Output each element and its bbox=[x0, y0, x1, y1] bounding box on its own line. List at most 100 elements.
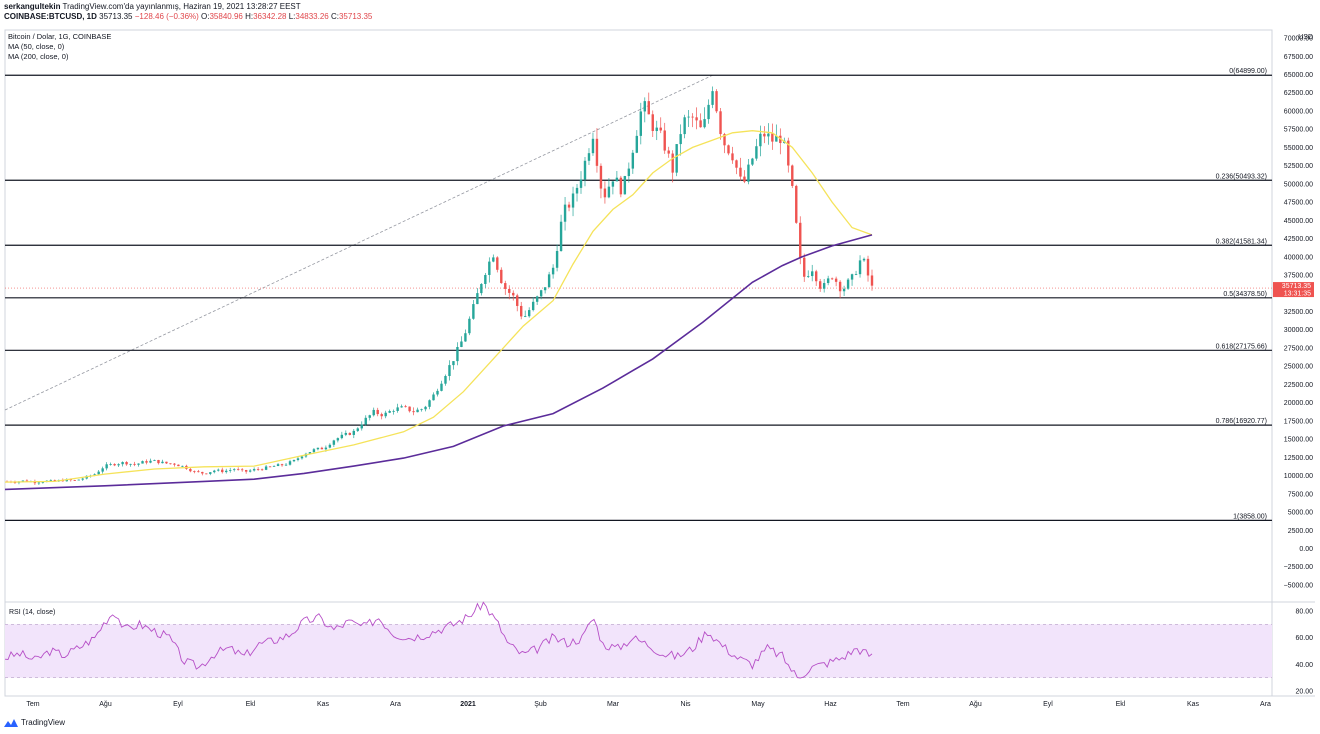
candle-body bbox=[117, 464, 120, 466]
candle-body bbox=[49, 480, 53, 481]
candle-body bbox=[468, 318, 471, 334]
candle-body bbox=[623, 176, 627, 195]
trend-line[interactable] bbox=[4, 74, 713, 411]
chart-frame bbox=[4, 29, 1273, 697]
candle-body bbox=[300, 456, 304, 459]
candle-body bbox=[352, 430, 355, 435]
time-tick-label: Kas bbox=[317, 701, 330, 708]
candle-body bbox=[846, 279, 850, 289]
candle-body bbox=[747, 164, 750, 182]
price-tick-label: 37500.00 bbox=[1284, 273, 1313, 280]
series-title[interactable]: Bitcoin / Dolar, 1G, COINBASE bbox=[8, 32, 112, 41]
candle-body bbox=[535, 296, 539, 302]
candle-body bbox=[838, 281, 842, 292]
candle-body bbox=[376, 409, 379, 415]
price-tick-label: −5000.00 bbox=[1284, 582, 1313, 589]
time-tick-label: Şub bbox=[534, 701, 547, 708]
candle-body bbox=[615, 177, 619, 182]
candle-body bbox=[739, 167, 742, 177]
candle-body bbox=[205, 473, 208, 475]
candle-body bbox=[320, 447, 324, 450]
candle-body bbox=[524, 316, 527, 317]
candle-body bbox=[643, 101, 646, 112]
candle-body bbox=[348, 432, 352, 435]
candle-body bbox=[332, 440, 336, 445]
candle-body bbox=[444, 376, 447, 384]
candle-body bbox=[288, 461, 292, 465]
candle-body bbox=[77, 479, 80, 481]
tradingview-logo-icon bbox=[4, 718, 18, 727]
price-tick-label: 27500.00 bbox=[1284, 345, 1313, 352]
candle-body bbox=[221, 469, 224, 473]
price-tick-label: 17500.00 bbox=[1284, 418, 1313, 425]
price-tick-label: 42500.00 bbox=[1284, 236, 1313, 243]
ma50-legend[interactable]: MA (50, close, 0) bbox=[8, 42, 65, 51]
candle-body bbox=[276, 464, 280, 467]
candle-body bbox=[655, 127, 658, 132]
candle-body bbox=[153, 459, 156, 461]
brand-name: TradingView bbox=[21, 718, 66, 727]
candle-body bbox=[679, 134, 682, 145]
symbol-label: COINBASE:BTCUSD, 1D bbox=[4, 12, 97, 21]
fib-label: 0.236(50493.32) bbox=[1216, 173, 1267, 180]
candle-body bbox=[229, 470, 232, 471]
price-tick-label: 15000.00 bbox=[1284, 437, 1313, 444]
candle-body bbox=[667, 150, 670, 154]
candle-body bbox=[472, 304, 475, 319]
candle-body bbox=[543, 287, 547, 291]
candle-body bbox=[404, 406, 407, 408]
candle-body bbox=[189, 468, 192, 472]
candle-body bbox=[587, 153, 591, 161]
candle-body bbox=[432, 394, 435, 401]
rsi-legend[interactable]: RSI (14, close) bbox=[9, 609, 55, 616]
candle-body bbox=[691, 116, 694, 118]
candle-body bbox=[803, 257, 806, 277]
candle-body bbox=[264, 466, 268, 470]
candle-body bbox=[814, 271, 818, 282]
ma200-line[interactable] bbox=[4, 234, 873, 491]
candle-body bbox=[508, 288, 511, 293]
candle-body bbox=[842, 288, 846, 292]
price-tick-label: 10000.00 bbox=[1284, 473, 1313, 480]
candle-body bbox=[687, 116, 690, 118]
time-tick-label: Ara bbox=[390, 701, 401, 708]
candle-body bbox=[675, 144, 678, 173]
candle-body bbox=[464, 333, 467, 342]
candle-body bbox=[284, 464, 288, 466]
price-tick-label: 40000.00 bbox=[1284, 254, 1313, 261]
candle-body bbox=[854, 274, 858, 275]
candle-body bbox=[368, 415, 371, 418]
candle-body bbox=[424, 406, 427, 410]
price-tick-label: 45000.00 bbox=[1284, 218, 1313, 225]
fib-label: 0.786(16920.77) bbox=[1216, 418, 1267, 425]
candle-body bbox=[735, 160, 738, 168]
candle-body bbox=[316, 447, 320, 450]
candle-body bbox=[866, 258, 870, 276]
candle-body bbox=[603, 188, 607, 198]
publish-text: TradingView.com'da yayınlanmış, Haziran … bbox=[60, 2, 301, 11]
candle-body bbox=[807, 276, 810, 277]
ma200-legend[interactable]: MA (200, close, 0) bbox=[8, 52, 69, 61]
candle-body bbox=[715, 91, 718, 112]
rsi-line[interactable] bbox=[4, 601, 873, 679]
time-tick-label: Ağu bbox=[99, 701, 112, 708]
candle-body bbox=[611, 181, 615, 187]
candle-body bbox=[209, 472, 212, 474]
candle-body bbox=[121, 462, 124, 465]
candle-body bbox=[428, 400, 431, 407]
candle-body bbox=[599, 165, 603, 189]
candle-body bbox=[826, 278, 830, 284]
candle-body bbox=[248, 470, 252, 472]
footer: TradingView bbox=[4, 718, 65, 727]
candle-body bbox=[651, 114, 654, 132]
candle-body bbox=[484, 274, 487, 284]
price-tick-label: 55000.00 bbox=[1284, 145, 1313, 152]
candle-body bbox=[113, 464, 116, 466]
candle-body bbox=[268, 466, 272, 468]
candle-body bbox=[811, 271, 814, 277]
price-tag bbox=[1273, 282, 1314, 298]
candle-body bbox=[53, 480, 57, 482]
candle-body bbox=[639, 111, 642, 136]
ma50-line[interactable] bbox=[4, 130, 873, 483]
